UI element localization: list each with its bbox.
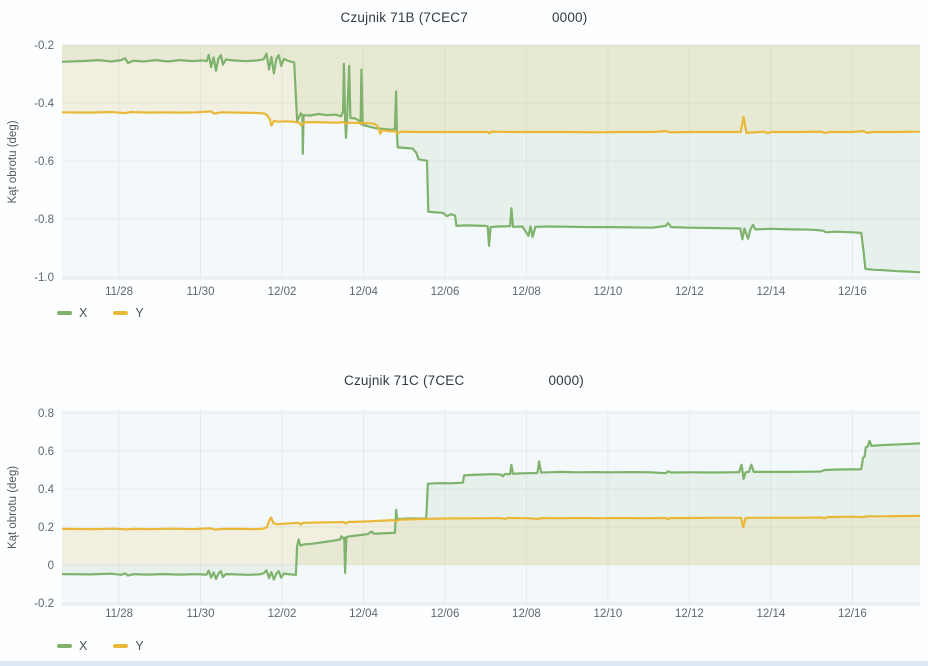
x-tick-label: 12/08 bbox=[512, 286, 541, 298]
legend-dash-y bbox=[113, 311, 129, 315]
legend-item-x[interactable]: X bbox=[57, 306, 87, 320]
legend-label: X bbox=[79, 639, 88, 653]
panel-title-71c[interactable]: Czujnik 71C (7CEC 0000) bbox=[0, 373, 928, 388]
panel-title-suffix: 0000) bbox=[551, 10, 588, 25]
series-y-line[interactable] bbox=[62, 514, 920, 531]
x-tick-label: 12/08 bbox=[512, 608, 541, 620]
y-axis-title: Kąt obrotu (deg) bbox=[7, 120, 19, 203]
plot-background[interactable] bbox=[62, 410, 920, 605]
legend-dash-x bbox=[57, 644, 72, 648]
y-tick-label: 0.8 bbox=[38, 408, 54, 420]
panel-czujnik-71c: Czujnik 71C (7CEC 0000) 0.8 0.6 0.4 0.2 0 -0.2… bbox=[0, 363, 928, 660]
x-tick-label: 12/16 bbox=[838, 608, 867, 620]
y-tick-label: 0.4 bbox=[38, 484, 55, 496]
y-tick-label: 0 bbox=[48, 560, 54, 572]
legend-label: Y bbox=[135, 639, 144, 653]
y-tick-label: -0.4 bbox=[34, 98, 54, 110]
panel-title-suffix: 0000) bbox=[548, 373, 584, 388]
y-tick-label: -1.0 bbox=[34, 272, 54, 284]
x-tick-label: 12/12 bbox=[675, 286, 704, 298]
legend-dash-x bbox=[57, 311, 72, 315]
x-tick-label: 11/30 bbox=[187, 608, 215, 620]
x-tick-label: 12/16 bbox=[838, 286, 867, 298]
legend-label: Y bbox=[135, 306, 144, 320]
x-tick-label: 11/28 bbox=[105, 608, 133, 620]
y-tick-label: -0.2 bbox=[34, 40, 54, 52]
legend-item-y[interactable]: Y bbox=[113, 306, 144, 320]
x-tick-label: 12/10 bbox=[594, 286, 623, 298]
x-tick-label: 12/02 bbox=[268, 286, 297, 298]
chart-71b-plot[interactable]: -0.2 -0.4 -0.6 -0.8 -1.0 11/28 11/30 12/02 12/04… bbox=[0, 28, 928, 302]
legend-item-y[interactable]: Y bbox=[113, 639, 144, 653]
panel-divider bbox=[0, 346, 928, 363]
legend-dash-y bbox=[113, 644, 129, 648]
x-tick-label: 12/04 bbox=[349, 608, 378, 620]
panel-czujnik-71b: Czujnik 71B (7CEC7 0000) -0.2 -0.4 -0.6 -0.8… bbox=[0, 10, 928, 320]
plot-background[interactable] bbox=[62, 45, 920, 279]
x-tick-label: 12/14 bbox=[756, 608, 785, 620]
y-tick-label: -0.8 bbox=[34, 214, 54, 226]
y-tick-label: 0.2 bbox=[38, 522, 54, 534]
x-tick-label: 11/30 bbox=[187, 286, 215, 298]
chart-71c-plot[interactable]: 0.8 0.6 0.4 0.2 0 -0.2 11/28 11/30 12/02 12/04 12/… bbox=[0, 391, 928, 625]
x-tick-label: 12/12 bbox=[675, 608, 704, 620]
series-x-fill bbox=[62, 440, 920, 580]
x-tick-label: 12/02 bbox=[268, 608, 297, 620]
x-tick-label: 12/10 bbox=[594, 608, 623, 620]
panel-title-71b[interactable]: Czujnik 71B (7CEC7 0000) bbox=[0, 10, 928, 25]
x-tick-label: 12/06 bbox=[431, 286, 460, 298]
x-tick-label: 11/28 bbox=[105, 286, 133, 298]
series-y-fill bbox=[62, 515, 920, 565]
legend-item-x[interactable]: X bbox=[57, 639, 87, 653]
series-x-fill bbox=[62, 45, 920, 273]
x-tick-label: 12/14 bbox=[756, 286, 785, 298]
legend-label: X bbox=[79, 306, 88, 320]
series-x-line[interactable] bbox=[62, 52, 920, 274]
series-y-fill bbox=[62, 45, 920, 134]
y-tick-label: -0.2 bbox=[34, 598, 54, 610]
y-axis-title: Kąt obrotu (deg) bbox=[7, 466, 19, 549]
y-tick-label: 0.6 bbox=[38, 446, 54, 458]
panel-title-text: Czujnik 71B (7CEC7 bbox=[340, 10, 468, 25]
x-tick-label: 12/06 bbox=[431, 608, 460, 620]
next-panel-edge bbox=[0, 661, 928, 666]
x-tick-label: 12/04 bbox=[349, 286, 378, 298]
panel-title-text: Czujnik 71C (7CEC bbox=[344, 373, 465, 388]
series-y-line[interactable] bbox=[62, 110, 920, 135]
y-tick-label: -0.6 bbox=[34, 156, 54, 168]
